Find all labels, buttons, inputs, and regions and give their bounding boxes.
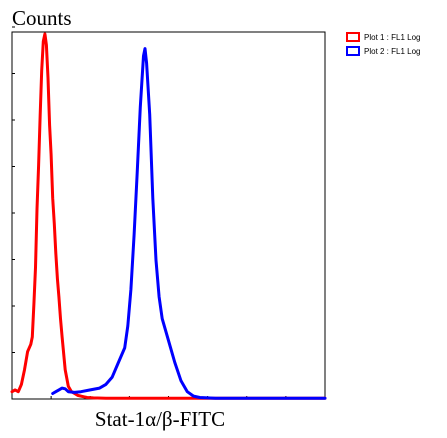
legend: Plot 1 : FL1 Log Plot 2 : FL1 Log <box>346 32 420 56</box>
series-layer <box>10 32 327 400</box>
legend-swatch-plot-1 <box>346 32 360 42</box>
legend-label-plot-2: Plot 2 : FL1 Log <box>364 47 420 56</box>
legend-swatch-plot-2 <box>346 46 360 56</box>
y-axis-ticks <box>12 26 15 353</box>
series-line-plot-2 <box>51 47 327 400</box>
x-axis-title: Stat-1α/β-FITC <box>95 407 225 431</box>
legend-label-plot-1: Plot 1 : FL1 Log <box>364 33 420 42</box>
y-axis-title: Counts <box>12 6 72 30</box>
series-line-plot-1 <box>10 32 327 400</box>
